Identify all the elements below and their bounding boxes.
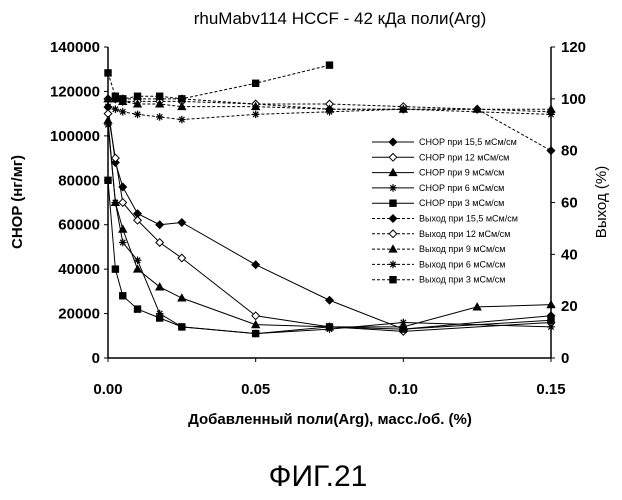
data-point <box>134 256 142 264</box>
data-point <box>112 105 120 113</box>
data-point <box>134 306 140 312</box>
legend-marker <box>390 200 396 206</box>
legend-marker <box>389 154 397 162</box>
x-tick-label: 0.05 <box>241 381 270 398</box>
data-point <box>326 108 334 116</box>
y-axis-left-label: CHOP (нг/мг) <box>9 155 26 249</box>
y-right-tick-label: 40 <box>561 246 578 263</box>
legend-entry: Выход при 9 мСм/см <box>419 244 505 254</box>
data-point <box>112 199 120 207</box>
x-tick-label: 0.15 <box>536 381 565 398</box>
data-point <box>400 326 406 332</box>
data-point <box>179 96 185 102</box>
x-tick-label: 0.00 <box>93 381 122 398</box>
y-left-tick-label: 60000 <box>58 217 100 234</box>
legend: CHOP при 15,5 мСм/см CHOP при 12 мСм/см CH… <box>372 137 518 285</box>
y-left-tick-label: 20000 <box>58 306 100 323</box>
legend-entry: Выход при 12 мСм/см <box>419 229 510 239</box>
data-point <box>119 239 127 247</box>
data-point <box>547 111 555 119</box>
y-left-tick-label: 80000 <box>58 172 100 189</box>
legend-marker <box>389 245 397 252</box>
legend-entry: Выход при 3 мСм/см <box>419 275 505 285</box>
legend-marker <box>389 230 397 238</box>
legend-marker <box>389 261 397 269</box>
data-point <box>178 294 186 301</box>
x-axis-label: Добавленный поли(Arg), масс./об. (%) <box>188 411 472 428</box>
y-left-tick-label: 100000 <box>50 128 100 145</box>
y-axis-right-label: Выход (%) <box>593 166 610 238</box>
legend-marker <box>389 215 397 223</box>
data-point <box>134 111 142 119</box>
data-point <box>252 111 260 119</box>
data-point <box>178 219 186 227</box>
data-point <box>119 108 127 116</box>
data-point <box>326 296 334 304</box>
y-right-tick-label: 0 <box>561 350 569 367</box>
data-point <box>105 70 111 76</box>
data-point <box>120 96 126 102</box>
legend-entry: Выход при 15,5 мСм/см <box>419 214 518 224</box>
y-left-tick-label: 0 <box>92 350 100 367</box>
data-point <box>134 93 140 99</box>
chart-title: rhuMabv114 HCCF - 42 кДа поли(Arg) <box>194 9 487 28</box>
data-point <box>104 103 112 111</box>
data-point <box>120 293 126 299</box>
data-point <box>252 261 260 269</box>
y-right-tick-label: 120 <box>561 39 586 56</box>
y-left-tick-label: 40000 <box>58 261 100 278</box>
data-point <box>547 147 555 155</box>
data-point <box>156 93 162 99</box>
data-point <box>400 105 408 113</box>
y-right-tick-label: 80 <box>561 143 578 160</box>
data-point <box>252 330 258 336</box>
data-point <box>547 323 555 331</box>
data-point <box>179 324 185 330</box>
data-point <box>156 113 164 121</box>
data-point <box>112 93 118 99</box>
legend-marker <box>389 184 397 192</box>
y-right-tick-label: 100 <box>561 91 586 108</box>
data-point <box>326 324 332 330</box>
figure-caption: ФИГ.21 <box>269 460 368 493</box>
data-point <box>112 266 118 272</box>
y-left-tick-label: 120000 <box>50 83 100 100</box>
legend-entry: CHOP при 9 мСм/см <box>419 168 504 178</box>
x-tick-label: 0.10 <box>389 381 418 398</box>
data-point <box>400 319 408 327</box>
y-left-tick-label: 140000 <box>50 39 100 56</box>
y-right-tick-label: 60 <box>561 195 578 212</box>
series-10 <box>105 62 333 102</box>
data-point <box>105 177 111 183</box>
y-right-tick-label: 20 <box>561 298 578 315</box>
legend-entry: CHOP при 6 мСм/см <box>419 183 504 193</box>
legend-entry: Выход при 6 мСм/см <box>419 259 505 269</box>
legend-marker <box>389 138 397 146</box>
legend-marker <box>390 277 396 283</box>
data-point <box>178 116 186 124</box>
data-point <box>104 121 112 129</box>
data-point <box>252 80 258 86</box>
data-point <box>156 221 164 229</box>
data-point <box>548 317 554 323</box>
legend-entry: CHOP при 3 мСм/см <box>419 198 504 208</box>
data-point <box>326 62 332 68</box>
legend-entry: CHOP при 12 мСм/см <box>419 152 509 162</box>
legend-entry: CHOP при 15,5 мСм/см <box>419 137 517 147</box>
data-point <box>156 315 162 321</box>
